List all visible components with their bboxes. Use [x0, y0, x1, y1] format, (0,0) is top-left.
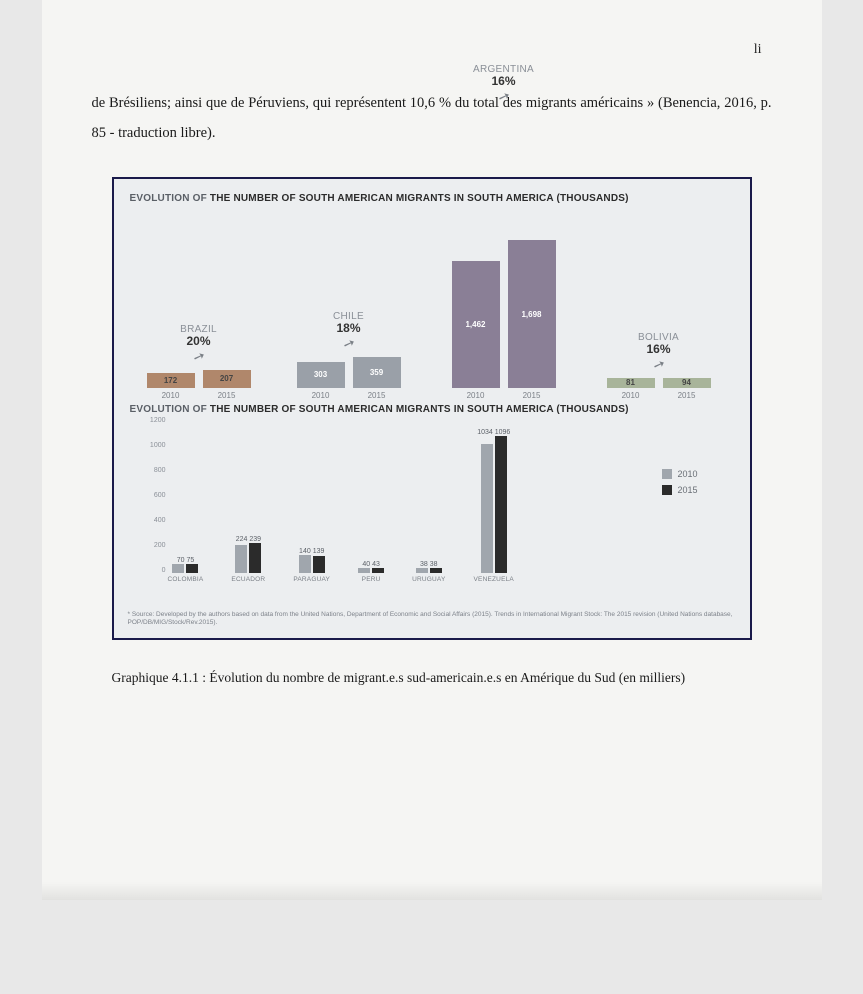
figure-caption: Graphique 4.1.1 : Évolution du nombre de… — [112, 668, 752, 688]
country-pct: 16% — [434, 74, 574, 88]
legend: 2010 2015 — [662, 469, 697, 501]
series-label: URUGUAY — [412, 576, 445, 583]
bar-2010 — [481, 444, 493, 573]
legend-item: 2010 — [662, 469, 697, 479]
bar: 207 — [203, 370, 251, 388]
series-venezuela: 1034 1096VENEZUELA — [474, 429, 514, 583]
bar: 1,462 — [452, 261, 500, 388]
bar-2010 — [172, 564, 184, 573]
series-label: VENEZUELA — [474, 576, 514, 583]
year-label: 2010 — [162, 391, 180, 400]
bar: 1,698 — [508, 240, 556, 388]
series-label: COLOMBIA — [168, 576, 204, 583]
bar: 359 — [353, 357, 401, 388]
series-paraguay: 140 139PARAGUAY — [293, 548, 330, 583]
bar-2010 — [416, 568, 428, 573]
bar-2010 — [235, 545, 247, 573]
bar-2015 — [313, 556, 325, 573]
y-tick: 600 — [154, 492, 166, 499]
bar-2010 — [358, 568, 370, 573]
year-label: 2015 — [523, 391, 541, 400]
legend-swatch — [662, 485, 672, 495]
bar-2015 — [430, 568, 442, 573]
series-colombia: 70 75COLOMBIA — [168, 557, 204, 583]
y-tick: 200 — [154, 542, 166, 549]
year-label: 2015 — [368, 391, 386, 400]
top-bar-chart: BRAZIL20%➚17220102072015CHILE18%➚3032010… — [134, 210, 730, 400]
year-label: 2015 — [218, 391, 236, 400]
country-block-chile: CHILE18%➚30320103592015 — [284, 311, 414, 400]
year-label: 2010 — [467, 391, 485, 400]
document-page: li de Brésiliens; ainsi que de Péruviens… — [42, 0, 822, 900]
series-ecuador: 224 239ECUADOR — [231, 536, 265, 583]
country-block-bolivia: BOLIVIA16%➚812010942015 — [594, 332, 724, 400]
legend-label: 2015 — [677, 485, 697, 495]
country-block-argentina: 1,46220101,6982015ARGENTINA16%➚ — [434, 236, 574, 400]
y-tick: 1000 — [150, 442, 166, 449]
bar: 81 — [607, 378, 655, 388]
figure-container: EVOLUTION OF THE NUMBER OF SOUTH AMERICA… — [112, 177, 752, 640]
bar-2015 — [372, 568, 384, 573]
series-uruguay: 38 38URUGUAY — [412, 561, 445, 583]
bar: 172 — [147, 373, 195, 388]
country-pct: 20% — [134, 334, 264, 348]
bar-2015 — [495, 436, 507, 573]
growth-arrow-icon: ➚ — [340, 334, 357, 354]
chart2-title: EVOLUTION OF THE NUMBER OF SOUTH AMERICA… — [130, 404, 736, 415]
growth-arrow-icon: ➚ — [495, 88, 512, 108]
bar-2015 — [249, 543, 261, 573]
chart2-bars: 70 75COLOMBIA 224 239ECUADOR 140 139PARAGU… — [168, 429, 514, 583]
year-label: 2015 — [678, 391, 696, 400]
bottom-bar-chart: 020040060080010001200 70 75COLOMBIA224 2… — [168, 421, 728, 601]
bar-2015 — [186, 564, 198, 573]
country-block-brazil: BRAZIL20%➚17220102072015 — [134, 324, 264, 400]
page-number: li — [754, 42, 762, 58]
series-label: PERU — [362, 576, 381, 583]
growth-arrow-icon: ➚ — [190, 347, 207, 367]
year-label: 2010 — [312, 391, 330, 400]
y-tick: 800 — [154, 467, 166, 474]
body-paragraph: de Brésiliens; ainsi que de Péruviens, q… — [92, 88, 772, 149]
series-label: PARAGUAY — [293, 576, 330, 583]
country-pct: 16% — [594, 342, 724, 356]
figure-footnote: * Source: Developed by the authors based… — [128, 611, 736, 628]
bar: 303 — [297, 362, 345, 388]
y-tick: 0 — [162, 567, 166, 574]
bar-2010 — [299, 555, 311, 573]
y-tick: 1200 — [150, 417, 166, 424]
bar: 94 — [663, 378, 711, 388]
y-tick: 400 — [154, 517, 166, 524]
country-pct: 18% — [284, 321, 414, 335]
page-shadow — [42, 882, 822, 900]
growth-arrow-icon: ➚ — [650, 355, 667, 375]
series-label: ECUADOR — [231, 576, 265, 583]
legend-swatch — [662, 469, 672, 479]
chart1-title: EVOLUTION OF THE NUMBER OF SOUTH AMERICA… — [130, 193, 736, 204]
series-peru: 40 43PERU — [358, 561, 384, 583]
year-label: 2010 — [622, 391, 640, 400]
legend-item: 2015 — [662, 485, 697, 495]
legend-label: 2010 — [677, 469, 697, 479]
y-axis: 020040060080010001200 — [140, 421, 168, 583]
